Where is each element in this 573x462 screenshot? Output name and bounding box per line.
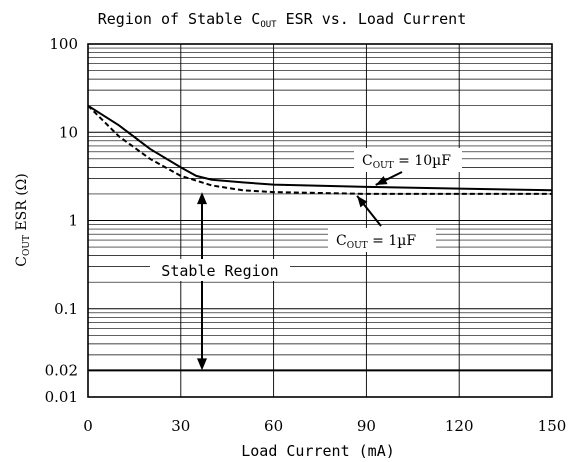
- series-labels: COUT = 10µF COUT = 1µF: [328, 148, 462, 252]
- y-tick-label: 100: [49, 35, 78, 53]
- x-tick-label: 60: [264, 417, 283, 435]
- grid: [87, 44, 553, 398]
- series-label-0: COUT = 10µF: [362, 153, 451, 171]
- title-sub: OUT: [260, 20, 277, 30]
- plot-frame: [87, 43, 553, 398]
- y-tick-label: 10: [59, 123, 78, 141]
- ylabel-main: C: [14, 256, 30, 267]
- stable-label-bg: [150, 259, 290, 281]
- series-line-0: [87, 104, 553, 192]
- x-tick-label: 90: [357, 417, 376, 435]
- x-tick-label: 0: [83, 417, 93, 435]
- chart-title: Region of Stable COUT ESR vs. Load Curre…: [98, 10, 466, 30]
- ylabel-rest: ESR (Ω): [14, 173, 30, 235]
- x-axis-label: Load Current (mA): [241, 442, 395, 460]
- svg-text:COUT ESR (Ω): COUT ESR (Ω): [14, 173, 32, 266]
- x-tick-labels: 0 30 60 90 120 150: [83, 417, 566, 435]
- stable-arrow-head-up: [197, 192, 207, 205]
- series-label-1: COUT = 1µF: [336, 233, 416, 251]
- y-tick-label: 0.02: [45, 361, 78, 379]
- x-tick-label: 150: [538, 417, 567, 435]
- x-tick-label: 120: [445, 417, 474, 435]
- svg-text:Region of Stable COUT ESR vs.: Region of Stable COUT ESR vs. Load Curre…: [98, 10, 466, 30]
- series-label-bg-0: [354, 148, 462, 172]
- ylabel-sub: OUT: [22, 235, 32, 256]
- series-lines: [87, 104, 553, 195]
- y-tick-label: 0.01: [45, 388, 78, 406]
- series-arrow-head-1: [357, 195, 368, 208]
- stable-region-annotation: Stable Region: [150, 192, 290, 371]
- y-axis-label: COUT ESR (Ω): [14, 173, 32, 266]
- title-rest: ESR vs. Load Current: [277, 10, 467, 28]
- y-tick-labels: 0.01 0.02 0.1 1 10 100: [45, 35, 78, 406]
- stable-arrow-head-down: [197, 358, 207, 371]
- title-main: Region of Stable C: [98, 10, 261, 28]
- series-arrow-head-0: [375, 176, 388, 185]
- y-tick-label: 1: [68, 212, 78, 230]
- y-tick-label: 0.1: [54, 300, 78, 318]
- stable-region-label: Stable Region: [161, 262, 278, 280]
- series-label-bg-1: [328, 228, 436, 252]
- series-line-1: [87, 104, 552, 195]
- x-tick-label: 30: [171, 417, 190, 435]
